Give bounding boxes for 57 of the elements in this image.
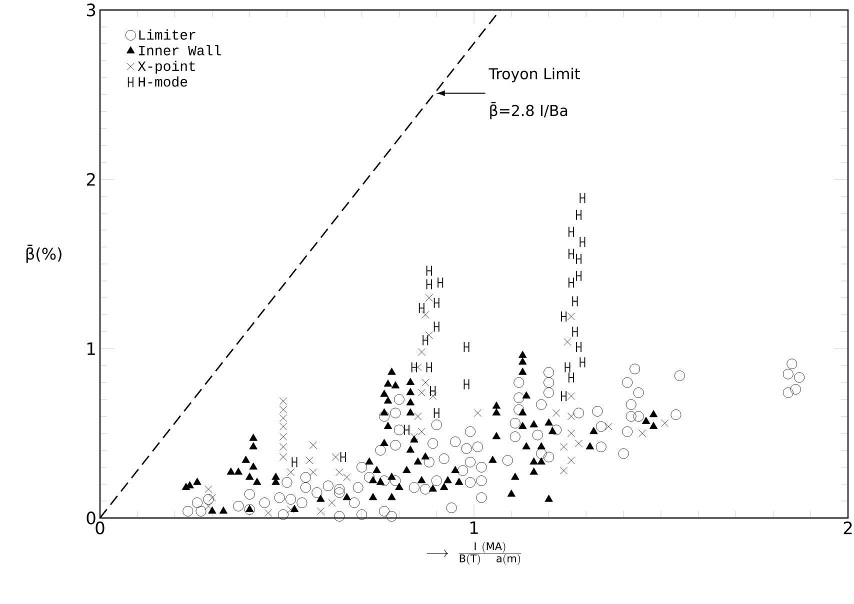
point [328,499,336,506]
point [280,453,287,461]
point [204,485,212,493]
point [552,409,560,417]
point [280,414,287,422]
point [280,397,287,405]
x-tick-label: 1 [470,522,478,534]
point [414,412,422,420]
legend-label: X-point [138,60,195,74]
y-tick-label: 2 [86,173,95,186]
point [280,443,287,451]
point [418,388,426,396]
annotation: Troyon Limit [488,68,580,82]
point [564,338,572,346]
x-tick-label: 0 [96,522,104,534]
legend-label: H-mode [138,76,188,87]
point [568,312,575,320]
point [568,430,575,438]
point [280,406,287,414]
point [638,430,646,438]
point [280,432,287,440]
point [280,422,287,430]
point [264,509,272,517]
point [429,392,437,400]
x-tick-label: 2 [844,522,852,534]
point [414,364,422,372]
point [422,378,430,386]
y-axis-title: β̄(%) [26,244,62,263]
point [425,331,433,339]
point [560,443,568,451]
point [574,440,582,448]
point [332,453,340,461]
point [306,456,314,464]
point [425,294,433,302]
legend-label: Inner Wall [139,45,221,56]
point [343,474,351,482]
point [309,441,317,449]
annotation: β̄=2.8 I/Ba [490,102,568,120]
point [560,466,568,474]
point [316,507,324,515]
point [474,409,482,417]
point [604,422,612,430]
legend-label: Limiter [139,29,196,40]
y-tick-label: 1 [88,342,95,355]
point [418,348,426,356]
point [336,468,344,476]
point [661,419,668,427]
point [568,412,575,420]
point [568,456,575,464]
x-axis-title: $\longrightarrow\ \frac{\mathrm{I\ (MA)}}{\mathrm{B(T)\quad a(m)}}$ [426,542,522,565]
y-tick-label: 3 [86,4,96,16]
point [568,392,575,400]
y-tick-label: 0 [86,512,96,524]
point [287,468,294,476]
point [410,432,418,440]
point [418,428,426,436]
point [422,311,430,319]
